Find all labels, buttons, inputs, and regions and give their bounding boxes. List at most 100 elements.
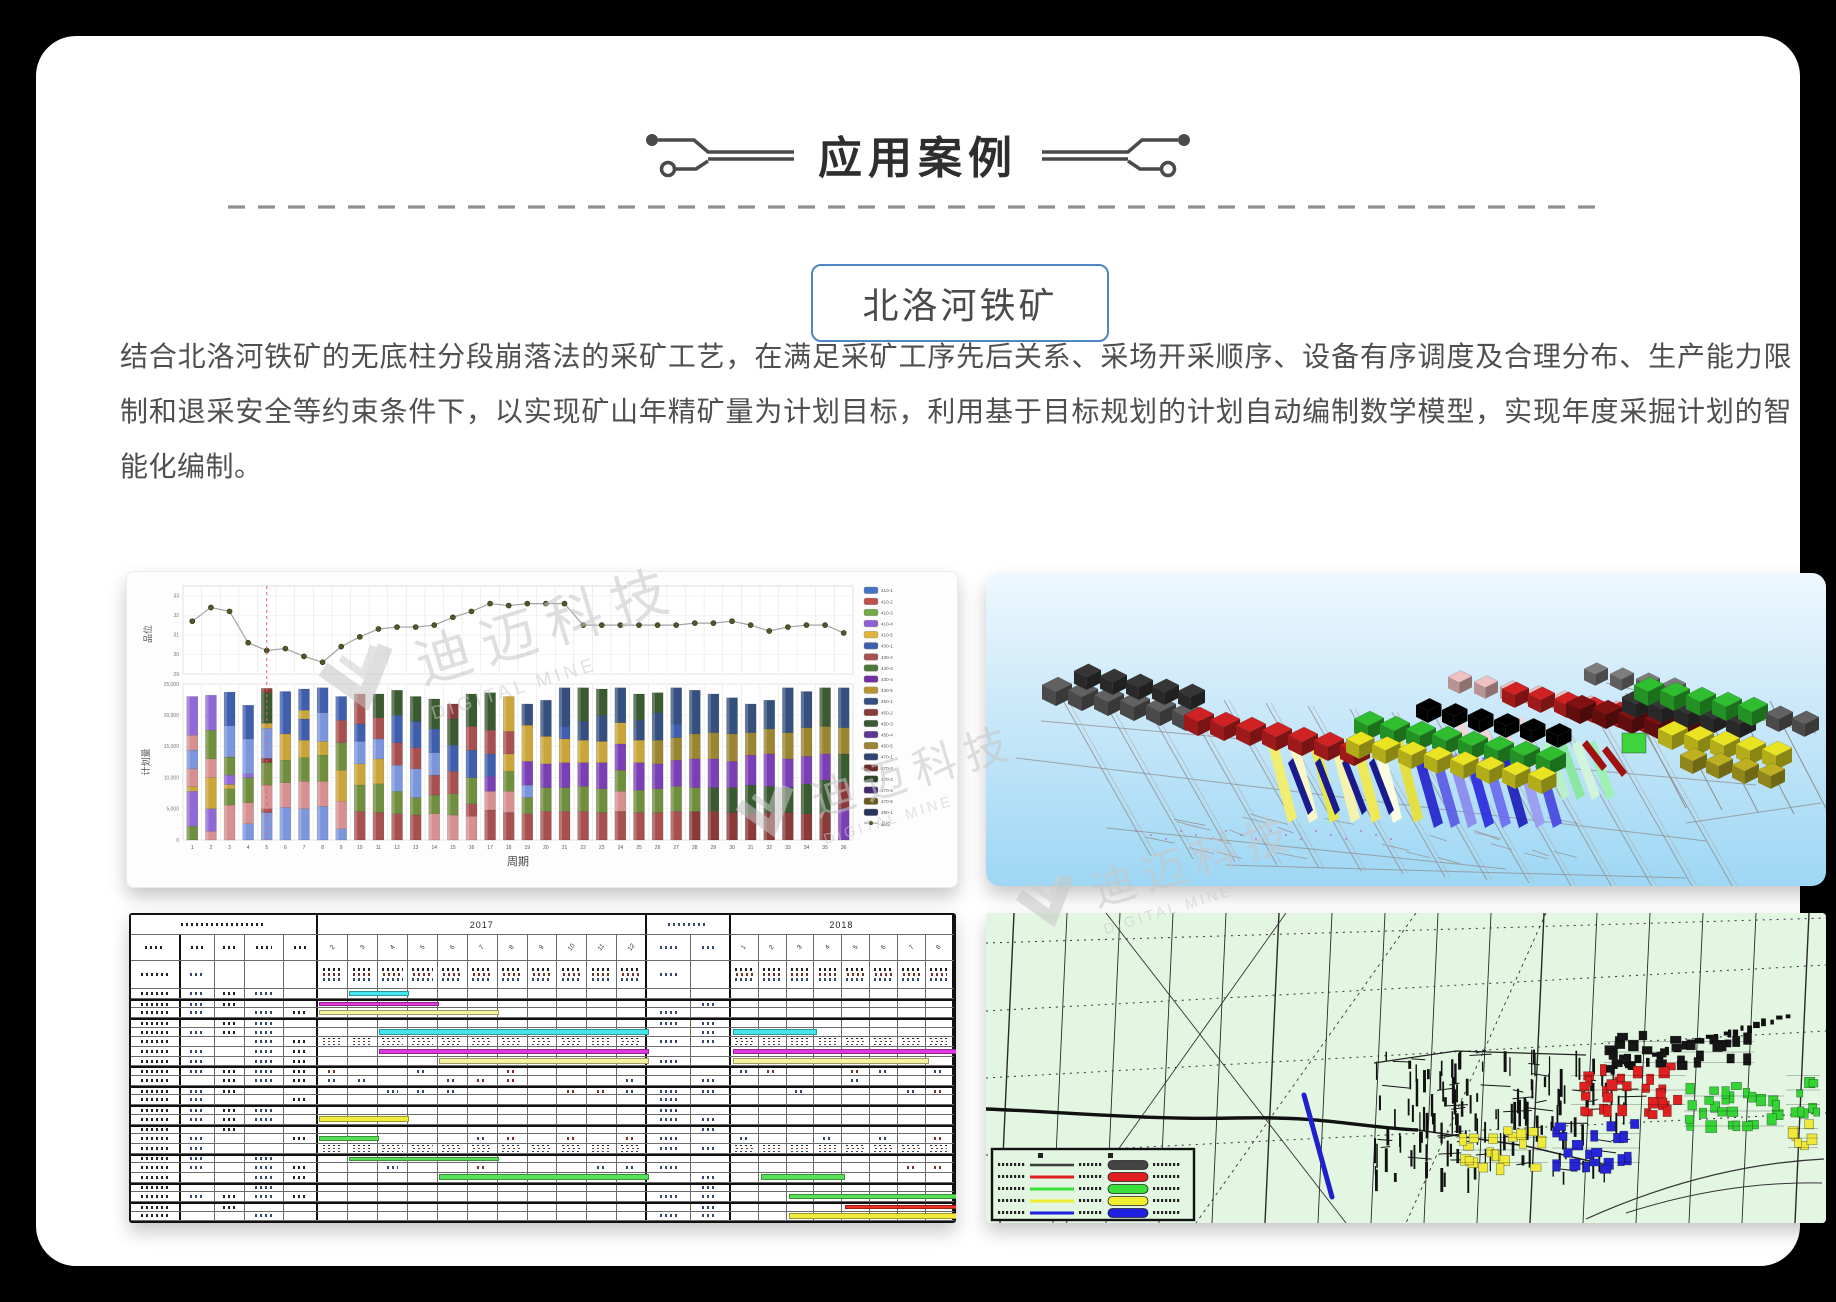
svg-text:450-2: 450-2	[881, 710, 893, 715]
table-row	[131, 1143, 954, 1154]
gantt-bar	[733, 1048, 956, 1055]
svg-text:470-4: 470-4	[881, 788, 893, 793]
svg-text:10,000: 10,000	[164, 775, 180, 781]
svg-text:计划量: 计划量	[140, 748, 151, 775]
table-row	[131, 1134, 954, 1144]
svg-text:5,000: 5,000	[166, 807, 179, 813]
table-row	[131, 1105, 954, 1115]
svg-text:19: 19	[525, 845, 531, 851]
svg-text:410-1: 410-1	[881, 588, 893, 593]
svg-text:7: 7	[303, 845, 306, 851]
svg-text:35: 35	[822, 845, 828, 851]
svg-text:430-3: 430-3	[881, 666, 893, 671]
year-label: 2018	[829, 919, 854, 930]
table-row: 2017 2018	[131, 915, 954, 935]
svg-text:18: 18	[506, 845, 512, 851]
table-row	[131, 961, 954, 989]
svg-text:14: 14	[431, 845, 437, 851]
table-row	[131, 989, 954, 999]
svg-text:31: 31	[173, 633, 179, 639]
table-row	[131, 1153, 954, 1164]
svg-text:32: 32	[173, 613, 179, 619]
gantt-bar	[319, 1009, 499, 1016]
gantt-bar	[761, 1174, 845, 1180]
svg-text:32: 32	[766, 845, 772, 851]
table-row	[131, 1201, 956, 1212]
svg-text:5: 5	[265, 845, 268, 851]
table-row	[131, 1163, 954, 1173]
table-row	[131, 1211, 956, 1222]
svg-text:33: 33	[785, 845, 791, 851]
gantt-bar	[319, 1116, 409, 1122]
svg-text:20,000: 20,000	[164, 713, 180, 719]
table-row	[131, 1056, 954, 1067]
table-row	[131, 1076, 954, 1086]
svg-text:450-3: 450-3	[881, 721, 893, 726]
table-row	[131, 1095, 954, 1106]
gantt-bar	[789, 1213, 956, 1219]
svg-text:490-1: 490-1	[881, 810, 893, 815]
table-row	[131, 1047, 956, 1057]
svg-text:470-5: 470-5	[881, 799, 893, 804]
svg-text:30: 30	[729, 845, 735, 851]
svg-text:20: 20	[543, 845, 549, 851]
svg-text:29: 29	[711, 845, 717, 851]
svg-text:450-4: 450-4	[881, 733, 893, 738]
svg-text:0: 0	[176, 838, 179, 844]
svg-text:28: 28	[692, 845, 698, 851]
gantt-bar	[349, 1156, 499, 1161]
gantt-bar	[319, 1135, 379, 1142]
svg-text:36: 36	[841, 845, 847, 851]
svg-text:470-2: 470-2	[881, 766, 893, 771]
mine-3d-blocks-graphic	[986, 573, 1826, 886]
svg-text:30: 30	[173, 652, 179, 658]
planning-chart-panel: 29 30 31 32 33 品位 0 5,000 10,000 15,000 20,000 25,0…	[126, 571, 958, 888]
mine-plan-map-image	[986, 913, 1826, 1223]
svg-text:29: 29	[173, 672, 179, 678]
svg-text:周期: 周期	[507, 855, 529, 868]
svg-text:31: 31	[748, 845, 754, 851]
svg-text:450-5: 450-5	[881, 744, 893, 749]
svg-text:9: 9	[340, 845, 343, 851]
mine-plan-map-graphic	[986, 913, 1826, 1223]
svg-text:1: 1	[191, 845, 194, 851]
table-row	[131, 1066, 954, 1077]
svg-text:品位: 品位	[881, 820, 891, 827]
svg-text:430-2: 430-2	[881, 655, 893, 660]
case-description: 结合北洛河铁矿的无底柱分段崩落法的采矿工艺，在满足采矿工序先后关系、采场开采顺序…	[120, 341, 1792, 482]
svg-text:410-2: 410-2	[881, 599, 893, 604]
mine-case-button[interactable]: 北洛河铁矿	[811, 264, 1109, 342]
year-label: 2017	[469, 919, 494, 930]
svg-text:27: 27	[673, 845, 679, 851]
table-row	[131, 1018, 954, 1028]
svg-text:2: 2	[210, 845, 213, 851]
gantt-bar	[733, 1029, 817, 1035]
gantt-bar	[439, 1058, 649, 1064]
svg-text:430-1: 430-1	[881, 644, 893, 649]
svg-text:25: 25	[636, 845, 642, 851]
table-row	[131, 1037, 954, 1048]
svg-text:4: 4	[247, 845, 250, 851]
table-row: 2 3 4 5 6 7 8 9 10 11 12 1 2 3 4 5 6 7 8	[131, 935, 954, 961]
svg-text:450-1: 450-1	[881, 699, 893, 704]
svg-text:12: 12	[394, 845, 400, 851]
svg-text:22: 22	[580, 845, 586, 851]
svg-text:10: 10	[357, 845, 363, 851]
table-row	[131, 1192, 956, 1202]
svg-text:34: 34	[804, 845, 810, 851]
svg-text:470-3: 470-3	[881, 777, 893, 782]
table-row	[131, 998, 954, 1009]
svg-text:23: 23	[599, 845, 605, 851]
page-title: 应用案例	[818, 134, 1018, 183]
svg-text:11: 11	[376, 845, 381, 851]
gantt-bar	[789, 1193, 956, 1200]
svg-text:470-1: 470-1	[881, 755, 893, 760]
circuit-decoration-left-icon	[646, 134, 794, 178]
gantt-bar	[439, 1174, 649, 1180]
svg-text:8: 8	[321, 845, 324, 851]
table-row	[131, 1085, 954, 1096]
svg-text:6: 6	[284, 845, 287, 851]
svg-text:410-4: 410-4	[881, 622, 893, 627]
content-card: 应用案例 北洛河铁矿 结合北洛河铁矿的无底柱分段崩落法的采矿工艺，在满足采矿工序…	[36, 36, 1826, 1266]
